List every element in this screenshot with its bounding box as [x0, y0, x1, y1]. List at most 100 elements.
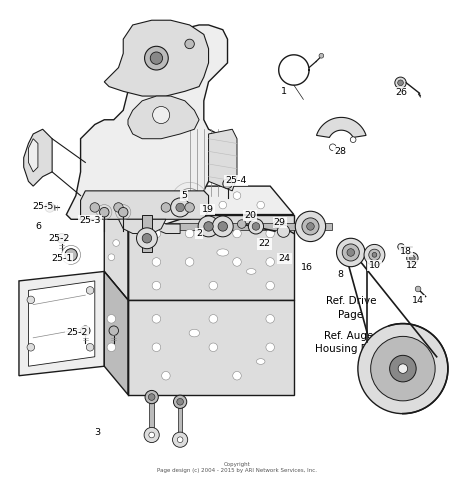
Text: Page design (c) 2004 - 2015 by ARI Network Services, Inc.: Page design (c) 2004 - 2015 by ARI Netwo… [157, 468, 317, 473]
Circle shape [233, 371, 241, 380]
Circle shape [277, 225, 290, 237]
Circle shape [113, 240, 119, 246]
Text: 29: 29 [273, 218, 286, 227]
Circle shape [204, 222, 213, 231]
Circle shape [173, 395, 187, 408]
Circle shape [266, 281, 274, 290]
Text: 28: 28 [334, 147, 346, 156]
Circle shape [173, 432, 188, 447]
Text: 25-1: 25-1 [51, 254, 73, 263]
Circle shape [109, 326, 118, 335]
Polygon shape [317, 118, 366, 138]
Text: 25-2: 25-2 [66, 328, 88, 337]
Circle shape [371, 336, 435, 401]
Circle shape [219, 201, 227, 209]
Text: 12: 12 [405, 261, 418, 270]
Text: 8: 8 [337, 270, 343, 279]
Circle shape [209, 314, 218, 323]
Circle shape [100, 208, 109, 217]
Polygon shape [28, 139, 38, 172]
Polygon shape [104, 20, 209, 96]
Text: 2: 2 [196, 229, 202, 238]
Circle shape [162, 371, 170, 380]
Circle shape [410, 255, 415, 261]
Circle shape [302, 218, 319, 235]
Circle shape [398, 80, 403, 86]
Circle shape [185, 258, 194, 266]
Circle shape [108, 254, 115, 260]
Circle shape [148, 394, 155, 400]
Circle shape [150, 52, 163, 64]
Polygon shape [149, 402, 154, 435]
Circle shape [81, 326, 90, 335]
Circle shape [144, 427, 159, 443]
Circle shape [350, 137, 356, 142]
Circle shape [142, 233, 152, 243]
Circle shape [342, 244, 359, 261]
Polygon shape [81, 191, 209, 219]
Circle shape [395, 77, 406, 88]
Circle shape [369, 249, 380, 260]
Text: 25-3: 25-3 [79, 216, 101, 225]
Text: 16: 16 [301, 263, 313, 272]
Circle shape [27, 344, 35, 351]
Text: 20: 20 [244, 211, 256, 220]
Circle shape [212, 216, 233, 237]
Text: 6: 6 [35, 222, 41, 231]
Polygon shape [128, 214, 294, 300]
Circle shape [27, 296, 35, 304]
Ellipse shape [217, 249, 229, 256]
Text: 3: 3 [94, 428, 100, 437]
Circle shape [266, 314, 274, 323]
Text: 1: 1 [282, 87, 287, 96]
Ellipse shape [189, 330, 200, 337]
Text: 18: 18 [400, 246, 412, 256]
Circle shape [372, 253, 377, 257]
Polygon shape [142, 223, 332, 230]
Polygon shape [24, 129, 52, 186]
Circle shape [107, 343, 116, 351]
Circle shape [209, 281, 218, 290]
Circle shape [252, 223, 260, 230]
Circle shape [307, 223, 314, 230]
Circle shape [248, 219, 264, 234]
Text: Ref. Auger
Housing Page: Ref. Auger Housing Page [315, 331, 386, 354]
Circle shape [233, 229, 241, 238]
Polygon shape [128, 96, 199, 139]
Circle shape [107, 314, 116, 323]
Circle shape [171, 198, 190, 217]
Circle shape [178, 189, 201, 212]
Circle shape [266, 258, 274, 266]
Text: 5: 5 [181, 191, 187, 200]
Circle shape [90, 203, 100, 212]
Circle shape [152, 314, 161, 323]
Circle shape [177, 437, 183, 443]
Circle shape [145, 46, 168, 70]
Circle shape [358, 324, 448, 414]
Polygon shape [178, 406, 182, 440]
Circle shape [218, 222, 228, 231]
Text: 25-2: 25-2 [48, 234, 70, 243]
Circle shape [390, 355, 416, 382]
Circle shape [337, 238, 365, 267]
Text: 25-4: 25-4 [225, 176, 247, 185]
Circle shape [108, 207, 115, 213]
Circle shape [149, 432, 155, 438]
Circle shape [257, 201, 264, 209]
Circle shape [86, 344, 94, 351]
Circle shape [153, 106, 170, 123]
Ellipse shape [246, 269, 256, 274]
Circle shape [319, 53, 324, 58]
Text: 26: 26 [395, 88, 408, 97]
Polygon shape [209, 129, 237, 191]
Circle shape [198, 216, 219, 237]
Circle shape [347, 249, 355, 256]
Circle shape [266, 343, 274, 351]
Circle shape [162, 192, 170, 199]
Circle shape [185, 203, 194, 212]
Circle shape [152, 281, 161, 290]
Circle shape [177, 399, 183, 405]
Text: Ref. Drive
Page: Ref. Drive Page [326, 296, 376, 319]
Circle shape [273, 220, 281, 228]
Circle shape [233, 192, 241, 199]
